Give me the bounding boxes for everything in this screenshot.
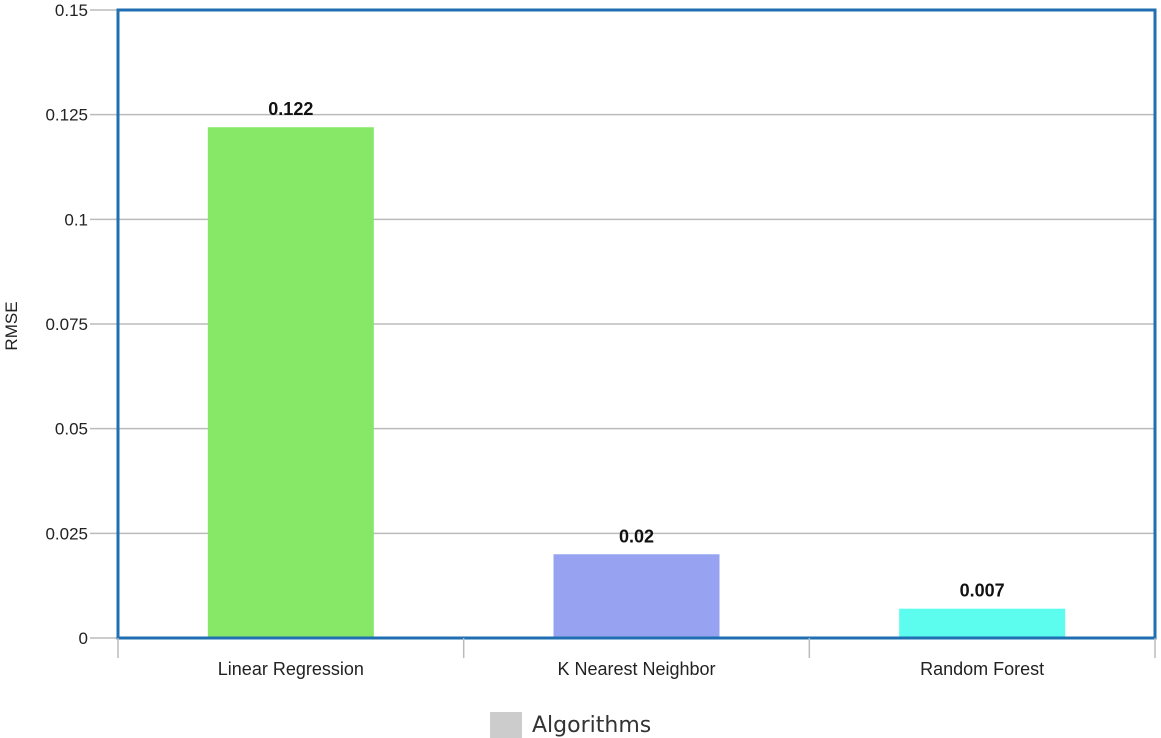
x-tick-label: K Nearest Neighbor (557, 659, 715, 679)
data-label: 0.007 (960, 581, 1005, 601)
bar-k-nearest-neighbor (553, 554, 720, 638)
x-axis: Linear Regression K Nearest Neighbor Rando… (117, 638, 1156, 679)
legend: Algorithms (490, 712, 651, 738)
data-label: 0.122 (268, 99, 313, 119)
y-tick-label: 0.1 (64, 210, 88, 229)
x-tick-label: Random Forest (920, 659, 1044, 679)
y-tick-label: 0.15 (55, 1, 88, 20)
y-axis-title: RMSE (2, 301, 21, 350)
bars (207, 127, 1066, 638)
y-axis: 0 0.025 0.05 0.075 0.1 0.125 0.15 (45, 1, 118, 648)
bar-linear-regression (207, 127, 374, 638)
data-label: 0.02 (619, 526, 654, 546)
legend-label: Algorithms (532, 712, 652, 738)
y-tick-label: 0.075 (45, 315, 88, 334)
bar-random-forest (899, 608, 1066, 638)
x-tick-label: Linear Regression (218, 659, 364, 679)
y-tick-label: 0.05 (55, 420, 88, 439)
y-tick-label: 0.125 (45, 106, 88, 125)
legend-swatch (490, 712, 522, 738)
y-tick-label: 0.025 (45, 524, 88, 543)
plot-border (116, 8, 1157, 640)
data-labels: 0.122 0.02 0.007 (268, 99, 1004, 600)
y-tick-label: 0 (79, 629, 88, 648)
